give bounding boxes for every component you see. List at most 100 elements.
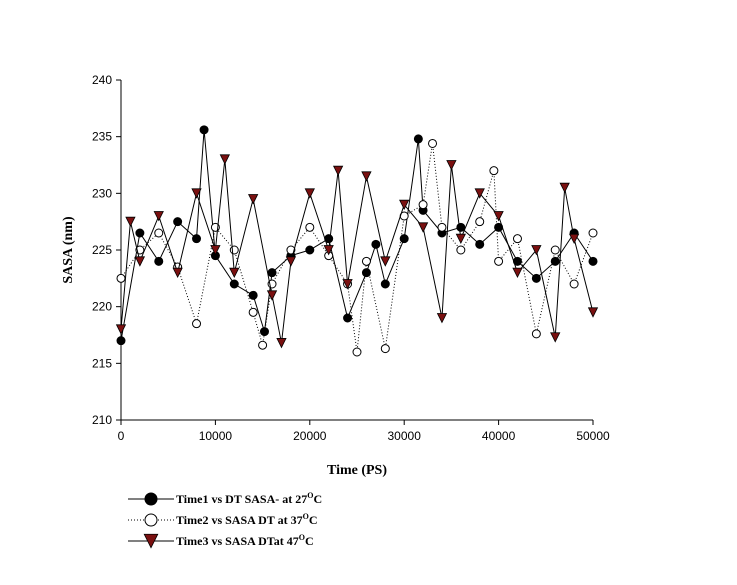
data-point: [210, 245, 221, 256]
data-point: [116, 336, 126, 346]
legend-swatch-series-3: [128, 533, 174, 549]
data-point: [286, 245, 296, 255]
data-point: [361, 171, 372, 182]
y-tick-label: 215: [92, 356, 112, 370]
data-point: [380, 344, 390, 354]
y-tick-label: 225: [92, 243, 112, 257]
data-point: [456, 222, 466, 232]
data-point: [229, 279, 239, 289]
data-point: [588, 256, 598, 266]
x-tick-label: 10000: [199, 429, 233, 443]
data-point: [154, 256, 164, 266]
data-point: [550, 245, 560, 255]
data-point: [531, 329, 541, 339]
data-point: [285, 256, 297, 267]
x-tick-label: 50000: [576, 429, 610, 443]
series-line: [120, 143, 594, 353]
series-3: [115, 154, 599, 349]
data-point: [173, 217, 183, 227]
axes: 0 10000 20000 30000 40000 50000 2102152202252…: [92, 73, 610, 443]
data-point: [436, 313, 448, 324]
data-point: [474, 188, 485, 199]
data-point: [380, 256, 391, 267]
data-point: [304, 188, 315, 199]
y-ticks: 210 215 220 225 230 235 240: [92, 73, 121, 427]
data-point: [568, 233, 580, 245]
y-axis-title: SASA (nm): [61, 216, 76, 284]
data-point: [192, 319, 202, 329]
x-tick-label: 20000: [293, 429, 327, 443]
data-point: [512, 267, 523, 279]
data-point: [531, 273, 541, 283]
data-point: [143, 533, 159, 549]
legend-swatch-series-1: [128, 492, 174, 505]
data-point: [134, 256, 146, 267]
data-point: [248, 290, 258, 300]
data-point: [437, 222, 447, 232]
data-point: [229, 267, 240, 279]
data-point: [248, 194, 259, 205]
series-1: [116, 125, 598, 346]
data-point: [399, 234, 409, 244]
data-point: [352, 347, 362, 357]
data-point: [361, 256, 371, 266]
data-point: [259, 327, 269, 337]
data-point: [248, 307, 258, 317]
data-point: [116, 273, 126, 283]
legend-swatch-series-2: [128, 513, 174, 526]
data-point: [380, 279, 390, 289]
data-point: [192, 234, 202, 244]
data-point: [305, 222, 315, 232]
data-point: [493, 211, 504, 222]
data-point: [191, 188, 202, 199]
legend-item: Time1 vs DT SASA- at 27OC: [128, 488, 322, 509]
data-point: [559, 182, 570, 194]
series-line: [120, 129, 594, 341]
data-point: [446, 160, 457, 171]
data-point: [512, 234, 522, 244]
data-point: [494, 256, 504, 266]
data-point: [219, 154, 230, 165]
series-line: [120, 159, 594, 344]
x-tick-label: 30000: [388, 429, 422, 443]
data-point: [343, 313, 353, 323]
data-point: [588, 228, 598, 238]
y-tick-label: 240: [92, 73, 112, 87]
series-2: [116, 138, 598, 357]
data-point: [569, 279, 579, 289]
x-ticks: 0 10000 20000 30000 40000 50000: [118, 420, 610, 443]
data-point: [305, 245, 315, 255]
data-point: [172, 267, 183, 279]
data-point: [135, 228, 145, 238]
legend-label-series-1: Time1 vs DT SASA- at 27OC: [176, 490, 323, 506]
data-point: [153, 211, 164, 222]
data-point: [428, 138, 438, 148]
data-point: [267, 268, 277, 278]
y-tick-label: 230: [92, 186, 112, 200]
x-tick-label: 0: [118, 429, 125, 443]
data-point: [332, 165, 344, 177]
data-point: [531, 245, 542, 256]
data-point: [587, 307, 599, 318]
legend-label-series-3: Time3 vs SASA DTat 47OC: [176, 532, 314, 548]
data-point: [399, 199, 410, 211]
legend-item: Time2 vs SASA DT at 37OC: [128, 509, 322, 530]
data-point: [125, 216, 136, 228]
legend-item: Time3 vs SASA DTat 47OC: [128, 530, 322, 551]
data-point: [489, 166, 499, 176]
data-point: [550, 332, 561, 343]
legend-label-series-2: Time2 vs SASA DT at 37OC: [176, 511, 318, 527]
x-tick-label: 40000: [482, 429, 516, 443]
data-point: [342, 279, 353, 290]
data-point: [456, 245, 466, 255]
data-point: [154, 228, 164, 238]
data-point: [418, 200, 428, 210]
y-tick-label: 210: [92, 413, 112, 427]
x-axis-title: Time (PS): [327, 463, 387, 478]
data-point: [199, 125, 209, 135]
series-layer: [115, 125, 599, 357]
data-point: [323, 245, 334, 256]
data-point: [371, 239, 381, 249]
data-point: [413, 134, 423, 144]
